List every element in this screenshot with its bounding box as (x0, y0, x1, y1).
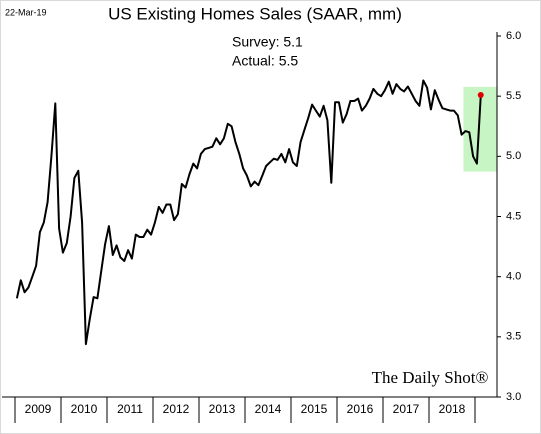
y-tick-label: 3.0 (506, 391, 521, 403)
x-tick-label: 2011 (117, 402, 143, 416)
y-tick-label: 3.5 (506, 331, 521, 343)
x-tick-label: 2012 (163, 402, 190, 416)
x-tick-label: 2016 (347, 402, 374, 416)
date-note: 22-Mar-19 (5, 7, 47, 17)
annotation: Actual: 5.5 (232, 53, 298, 69)
x-tick-label: 2014 (255, 402, 282, 416)
y-tick-label: 5.5 (506, 90, 521, 102)
x-tick-label: 2013 (209, 402, 236, 416)
y-tick-label: 5.0 (506, 150, 521, 162)
y-tick-label: 6.0 (506, 30, 521, 42)
annotation: Survey: 5.1 (232, 34, 303, 50)
line (15, 79, 482, 346)
y-tick-label: 4.0 (506, 271, 521, 283)
source: The Daily Shot® (372, 368, 489, 387)
x-tick-label: 2010 (71, 402, 98, 416)
x-tick-label: 2017 (393, 402, 420, 416)
x-tick-label: 2018 (439, 402, 466, 416)
chart-title: US Existing Homes Sales (SAAR, mm) (108, 4, 402, 23)
last-point (477, 91, 484, 98)
x-tick-label: 2009 (25, 402, 52, 416)
x-tick-label: 2015 (301, 402, 328, 416)
y-tick-label: 4.5 (506, 210, 521, 222)
